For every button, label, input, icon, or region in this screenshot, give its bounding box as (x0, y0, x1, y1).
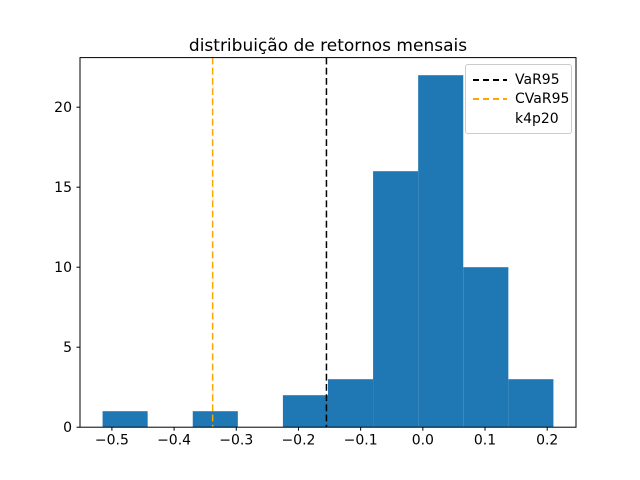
legend: VaR95 CVaR95 k4p20 (465, 64, 572, 134)
x-tick-label: −0.1 (344, 433, 378, 449)
y-tick-label: 20 (54, 100, 72, 116)
histogram-bar (192, 411, 238, 428)
legend-entry: CVaR95 (473, 90, 571, 110)
x-tick-label: 0.0 (412, 433, 434, 449)
legend-entry: VaR95 (473, 70, 571, 90)
legend-dash-handle (473, 98, 507, 101)
histogram-bar (373, 171, 419, 428)
histogram-bar (328, 379, 374, 428)
histogram-bar (463, 267, 509, 428)
y-tick-label: 10 (54, 260, 72, 276)
x-tick-label: −0.2 (281, 433, 315, 449)
histogram-bar (282, 395, 328, 428)
x-tick-label: −0.4 (157, 433, 191, 449)
legend-entry: k4p20 (473, 109, 571, 129)
legend-dash-handle (473, 78, 507, 81)
histogram-bar (102, 411, 148, 428)
x-tick-label: −0.3 (219, 433, 253, 449)
x-tick-label: 0.1 (474, 433, 496, 449)
x-tick-label: 0.2 (536, 433, 558, 449)
histogram-bar (508, 379, 554, 428)
x-tick-label: −0.5 (95, 433, 129, 449)
axes-spines (79, 57, 577, 428)
y-tick-label: 0 (63, 420, 72, 436)
legend-empty-handle (473, 118, 507, 120)
chart-title: distribuição de retornos mensais (189, 36, 467, 56)
y-tick-label: 5 (63, 340, 72, 356)
histogram-bar (418, 75, 464, 428)
legend-entry-label: VaR95 (515, 71, 560, 88)
y-tick-label: 15 (54, 180, 72, 196)
legend-entry-label: k4p20 (515, 110, 559, 127)
legend-entry-label: CVaR95 (515, 91, 570, 108)
